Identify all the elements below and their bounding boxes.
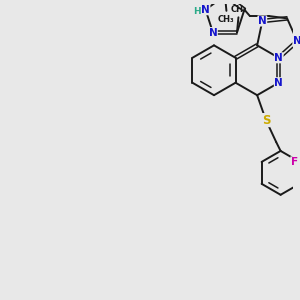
Text: H: H [194,7,201,16]
Text: N: N [274,53,283,63]
Text: N: N [208,28,217,38]
Text: CH₃: CH₃ [230,4,247,14]
Text: N: N [201,5,210,15]
Text: S: S [262,114,270,127]
Text: N: N [293,36,300,46]
Text: CH₃: CH₃ [218,15,235,24]
Text: N: N [258,16,267,26]
Text: F: F [291,157,298,167]
Text: N: N [274,78,283,88]
